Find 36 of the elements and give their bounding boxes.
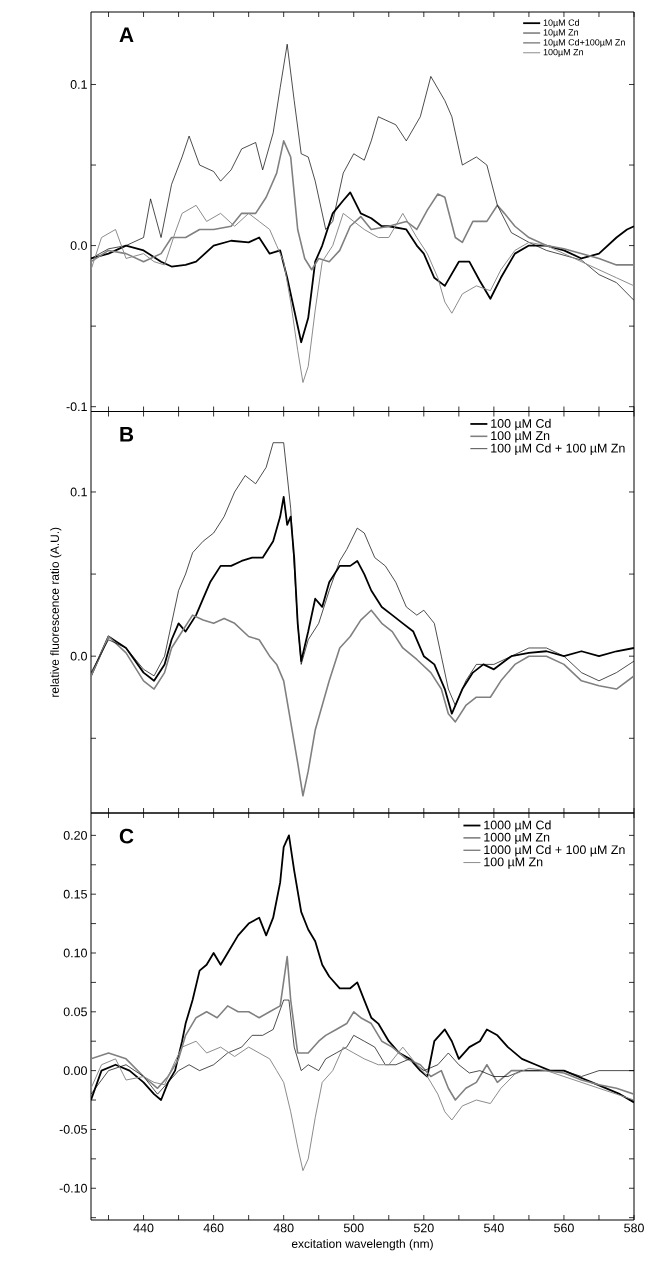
y-tick-label: 0.20 — [63, 830, 87, 840]
legend-label: 100 µM Zn — [484, 857, 543, 869]
legend-label: 100 µM Cd — [491, 418, 551, 431]
y-tick-label: 0.05 — [63, 1007, 87, 1017]
y-tick-label: 0.1 — [70, 80, 87, 89]
y-tick-label: 0.0 — [70, 241, 87, 250]
annotation: C — [119, 828, 134, 844]
legend-label: 100 µM Cd + 100 µM Zn — [491, 443, 625, 455]
x-tick-label: 460 — [203, 1223, 224, 1233]
legend-label: 1000 µM Zn — [484, 832, 550, 845]
annotation: A — [119, 27, 134, 42]
legend-label: 1000 µM Cd — [484, 820, 551, 832]
legend-label: 1000 µM Cd + 100 µM Zn — [484, 844, 625, 857]
x-tick-label: 440 — [133, 1223, 154, 1233]
x-tick-label: 580 — [624, 1223, 644, 1233]
y-tick-label: 0.00 — [63, 1066, 87, 1076]
x-tick-label: 500 — [343, 1223, 364, 1233]
annotation: B — [120, 427, 134, 442]
y-axis-title: relative fluorescence ratio (A.U.) — [50, 527, 62, 697]
y-tick-label: -0.1 — [66, 402, 87, 412]
x-axis-title: excitation wavelength (nm) — [291, 1239, 433, 1251]
y-tick-label: 0.0 — [70, 651, 87, 661]
y-tick-label: -0.10 — [59, 1183, 87, 1193]
legend-label: 100 µM Zn — [491, 431, 550, 443]
y-tick-label: 0.15 — [63, 889, 87, 899]
legend-label: 10µM Cd — [543, 19, 580, 28]
legend-label: 10µM Cd+100µM Zn — [543, 38, 625, 48]
legend-label: 10µM Zn — [543, 29, 579, 38]
y-tick-label: -0.05 — [59, 1125, 87, 1134]
legend-label: 100µM Zn — [543, 48, 583, 58]
x-tick-label: 520 — [413, 1223, 434, 1233]
y-tick-label: 0.1 — [70, 487, 87, 497]
x-tick-label: 480 — [273, 1223, 294, 1233]
x-tick-label: 560 — [554, 1223, 574, 1233]
x-tick-label: 540 — [483, 1223, 504, 1233]
y-tick-label: 0.10 — [63, 948, 87, 958]
